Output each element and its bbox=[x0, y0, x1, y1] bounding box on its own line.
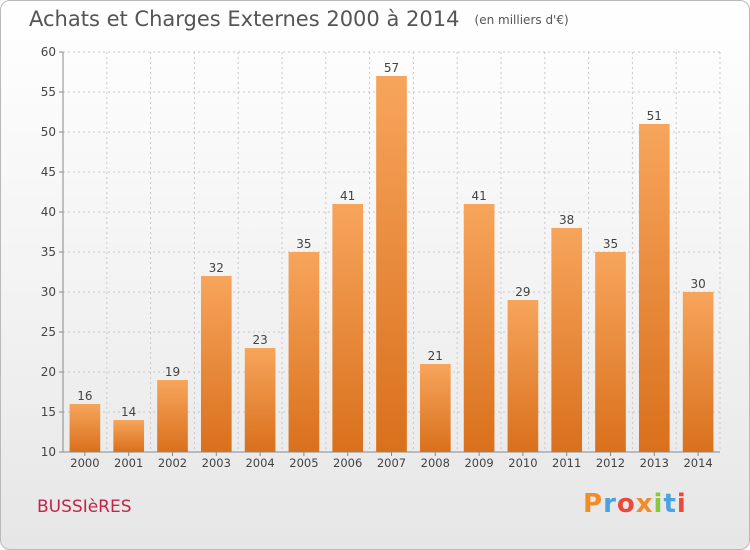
commune-name: BUSSIèRES bbox=[37, 497, 132, 517]
bar-value-label: 35 bbox=[296, 237, 311, 251]
bar bbox=[157, 380, 188, 452]
bar-layer: 16 14 19 32 23 35 41 57 21 41 29 38 35 51 30 bbox=[69, 61, 714, 452]
bar bbox=[682, 292, 714, 452]
x-tick-label: 2007 bbox=[377, 456, 406, 470]
y-tick-label: 45 bbox=[41, 165, 56, 179]
bar bbox=[507, 300, 539, 452]
bar-value-label: 41 bbox=[340, 189, 355, 203]
y-tick-label: 25 bbox=[41, 325, 56, 339]
x-tick-label: 2000 bbox=[70, 456, 99, 470]
logo-letter: P bbox=[583, 489, 604, 519]
bar-value-label: 41 bbox=[471, 189, 486, 203]
bar-value-label: 19 bbox=[165, 365, 180, 379]
logo-letter: i bbox=[653, 489, 664, 519]
logo-letter: r bbox=[603, 489, 617, 519]
bar bbox=[244, 348, 276, 452]
y-tick-label: 50 bbox=[41, 125, 56, 139]
y-tick-label: 40 bbox=[41, 205, 56, 219]
bar-value-label: 23 bbox=[252, 333, 267, 347]
bar bbox=[332, 204, 364, 452]
bar bbox=[638, 124, 670, 452]
bar-value-label: 57 bbox=[384, 61, 399, 75]
x-tick-label: 2010 bbox=[508, 456, 537, 470]
bar-value-label: 21 bbox=[428, 349, 443, 363]
x-tick-label: 2013 bbox=[640, 456, 669, 470]
x-tick-label: 2005 bbox=[289, 456, 318, 470]
y-tick-label: 60 bbox=[41, 45, 56, 59]
y-tick-label: 55 bbox=[41, 85, 56, 99]
y-tick-label: 10 bbox=[41, 445, 56, 459]
logo-letter: o bbox=[616, 489, 636, 519]
x-tick-label: 2006 bbox=[333, 456, 362, 470]
bar bbox=[288, 252, 320, 452]
bar-value-label: 51 bbox=[647, 109, 662, 123]
chart-title: Achats et Charges Externes 2000 à 2014 bbox=[29, 7, 460, 31]
x-tick-label: 2014 bbox=[683, 456, 712, 470]
x-tick-label: 2012 bbox=[596, 456, 625, 470]
y-tick-label: 20 bbox=[41, 365, 56, 379]
x-tick-label: 2004 bbox=[245, 456, 274, 470]
bar bbox=[69, 404, 101, 452]
chart-subtitle: (en milliers d'€) bbox=[474, 13, 569, 27]
x-tick-label: 2008 bbox=[421, 456, 450, 470]
axis-layer: 10 15 20 25 30 35 40 45 50 55 60 2000 2001 2002 2003 20… bbox=[41, 45, 720, 470]
bar-value-label: 29 bbox=[515, 285, 530, 299]
bar bbox=[551, 228, 583, 452]
y-tick-label: 30 bbox=[41, 285, 56, 299]
bar-value-label: 16 bbox=[77, 389, 92, 403]
logo-letter: i bbox=[676, 489, 687, 519]
y-tick-label: 35 bbox=[41, 245, 56, 259]
bar bbox=[200, 276, 232, 452]
x-tick-label: 2011 bbox=[552, 456, 581, 470]
bar bbox=[376, 76, 407, 452]
bar-value-label: 14 bbox=[121, 405, 136, 419]
bar bbox=[595, 252, 626, 452]
x-tick-label: 2003 bbox=[202, 456, 231, 470]
bar bbox=[113, 420, 145, 452]
x-tick-label: 2001 bbox=[114, 456, 143, 470]
proxiti-logo[interactable]: Proxiti bbox=[583, 489, 687, 519]
x-tick-label: 2009 bbox=[464, 456, 493, 470]
bar-value-label: 35 bbox=[603, 237, 618, 251]
bar-value-label: 32 bbox=[209, 261, 224, 275]
x-tick-label: 2002 bbox=[158, 456, 187, 470]
bar bbox=[419, 364, 451, 452]
bar-value-label: 30 bbox=[690, 277, 705, 291]
y-tick-label: 15 bbox=[41, 405, 56, 419]
logo-letter: t bbox=[663, 489, 677, 519]
logo-letter: x bbox=[635, 489, 654, 519]
bar bbox=[463, 204, 495, 452]
bar-value-label: 38 bbox=[559, 213, 574, 227]
title-row: Achats et Charges Externes 2000 à 2014 (… bbox=[29, 7, 569, 31]
